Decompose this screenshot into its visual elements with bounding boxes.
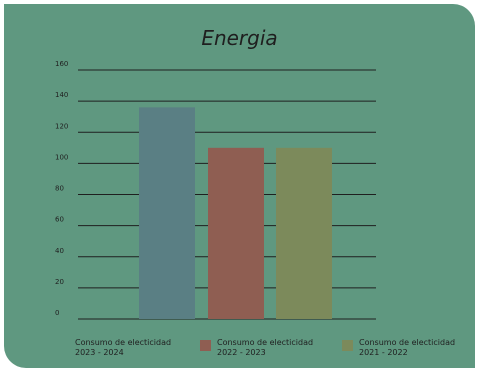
y-tick-label: 80 xyxy=(55,185,64,193)
chart-title: Energia xyxy=(201,26,278,50)
legend-swatch xyxy=(200,340,211,351)
y-tick-label: 140 xyxy=(55,91,68,99)
legend-label: Consumo de electicidad 2021 - 2022 xyxy=(359,338,455,358)
chart-plot: 0 20 40 60 80 100 120 140 160 xyxy=(55,60,376,320)
legend-label-line: 2021 - 2022 xyxy=(359,348,408,357)
legend-swatch xyxy=(342,340,353,351)
legend-item-1: Consumo de electicidad 2023 - 2024 xyxy=(75,338,171,358)
y-tick-label: 60 xyxy=(55,216,64,224)
legend-label-line: 2022 - 2023 xyxy=(217,348,266,357)
y-tick-label: 0 xyxy=(55,309,59,317)
legend-item-3: Consumo de electicidad 2021 - 2022 xyxy=(342,338,455,358)
legend-label-line: Consumo de electicidad xyxy=(75,338,172,347)
y-tick-label: 160 xyxy=(55,60,68,68)
y-tick-label: 40 xyxy=(55,247,64,255)
chart-card: Energia 0 20 40 60 80 100 120 140 160 Consumo de… xyxy=(4,4,475,368)
y-tick-label: 20 xyxy=(55,278,64,286)
y-tick-label: 120 xyxy=(55,122,68,130)
legend-label-line: Consumo de electicidad xyxy=(217,338,314,347)
chart-legend: Consumo de electicidad 2023 - 2024 Consumo… xyxy=(4,338,475,368)
bar-2 xyxy=(208,147,264,319)
legend-label-line: Consumo de electicidad xyxy=(359,338,456,347)
legend-label-line: 2023 - 2024 xyxy=(75,348,124,357)
legend-label: Consumo de electicidad 2023 - 2024 xyxy=(75,338,171,358)
legend-label: Consumo de electicidad 2022 - 2023 xyxy=(217,338,313,358)
y-tick-label: 100 xyxy=(55,153,68,161)
bar-3 xyxy=(276,147,332,319)
bar-1 xyxy=(139,107,195,319)
legend-item-2: Consumo de electicidad 2022 - 2023 xyxy=(200,338,313,358)
